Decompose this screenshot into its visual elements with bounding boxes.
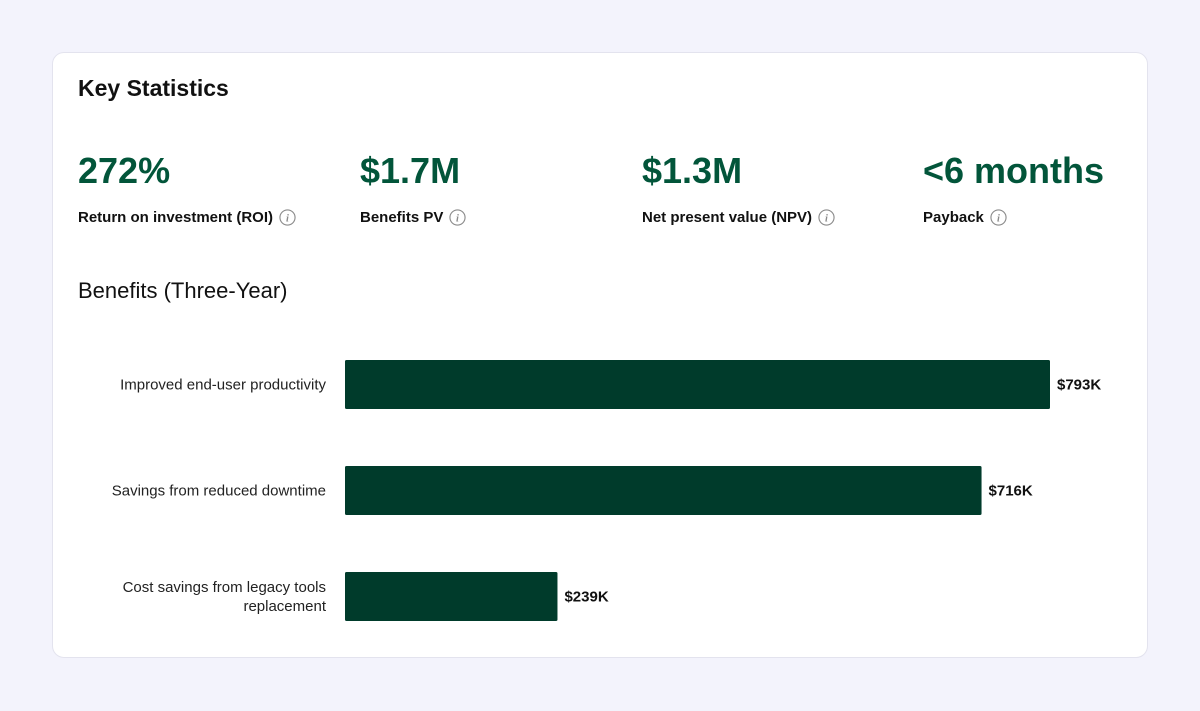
- bar: [345, 572, 558, 621]
- key-statistics-card: Key Statistics 272% Return on investment…: [52, 52, 1148, 658]
- category-label-line: Cost savings from legacy tools: [123, 579, 326, 596]
- stat-value: $1.7M: [360, 150, 461, 191]
- stat-benefits-pv: $1.7M Benefits PV i: [360, 149, 466, 226]
- bar-value-label: $716K: [989, 483, 1033, 500]
- bar-value-label: $793K: [1057, 377, 1101, 394]
- svg-text:i: i: [286, 213, 289, 224]
- bar: [345, 466, 982, 515]
- stat-label-text: Benefits PV: [360, 209, 444, 226]
- info-icon[interactable]: i: [818, 209, 835, 226]
- stat-label: Benefits PV i: [360, 209, 466, 226]
- svg-text:i: i: [456, 213, 459, 224]
- stat-value: 272%: [78, 150, 171, 191]
- category-label: Improved end-user productivity: [120, 377, 326, 394]
- stat-payback: <6 months Payback i: [923, 149, 1104, 226]
- category-label-line: Savings from reduced downtime: [112, 483, 326, 500]
- category-label-line: replacement: [243, 598, 326, 615]
- bar: [345, 360, 1050, 409]
- stat-label-text: Net present value (NPV): [642, 209, 813, 226]
- category-label-line: Improved end-user productivity: [120, 377, 326, 394]
- category-label: Savings from reduced downtime: [112, 483, 326, 500]
- stat-value: <6 months: [923, 150, 1105, 191]
- stat-label: Payback i: [923, 209, 1104, 226]
- benefits-bar-chart: $793K Improved end-user productivity $716K…: [112, 360, 1101, 621]
- stat-roi: 272% Return on investment (ROI) i: [78, 149, 296, 226]
- stat-value: $1.3M: [642, 150, 743, 191]
- stat-label-text: Payback: [923, 209, 984, 226]
- info-icon[interactable]: i: [990, 209, 1007, 226]
- stat-label-text: Return on investment (ROI): [78, 209, 274, 226]
- info-icon[interactable]: i: [279, 209, 296, 226]
- card-title: Key Statistics: [78, 75, 229, 101]
- info-icon[interactable]: i: [449, 209, 466, 226]
- svg-text:i: i: [997, 213, 1000, 224]
- category-label: Cost savings from legacy tools replacemen…: [123, 579, 327, 615]
- svg-text:i: i: [825, 213, 828, 224]
- bar-value-label: $239K: [564, 589, 608, 606]
- stat-npv: $1.3M Net present value (NPV) i: [642, 149, 835, 226]
- stat-label: Net present value (NPV) i: [642, 209, 835, 226]
- section-title: Benefits (Three-Year): [78, 278, 288, 303]
- stat-label: Return on investment (ROI) i: [78, 209, 296, 226]
